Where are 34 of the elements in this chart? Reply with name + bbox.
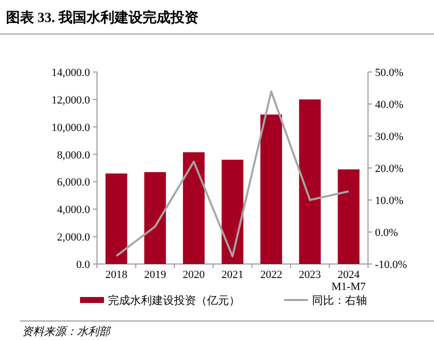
x-tick-label: 2019: [144, 269, 167, 281]
y2-tick-label: 40.0%: [375, 99, 404, 111]
y2-tick-label: -10.0%: [375, 259, 408, 271]
y-tick-label: 12,000.0: [52, 94, 90, 106]
y-tick-label: 14,000.0: [52, 67, 90, 79]
bar: [338, 169, 360, 264]
y2-tick-label: 20.0%: [375, 163, 404, 175]
y-tick-label: 0.0: [76, 259, 90, 271]
y2-tick-label: 50.0%: [375, 67, 404, 79]
y2-tick-label: 0.0%: [375, 227, 398, 239]
text: 资料来源：水利部: [22, 325, 112, 338]
line-series: [115, 90, 350, 258]
y-tick-label: 6,000.0: [57, 176, 90, 189]
y2-tick-label: 30.0%: [375, 131, 404, 143]
x-tick-label: 2021: [222, 269, 244, 281]
y2-tick-label: 10.0%: [375, 195, 404, 207]
y-tick-label: 2,000.0: [57, 232, 90, 244]
y-tick-label: 8,000.0: [57, 149, 90, 162]
chart-title: 图表 33. 我国水利建设完成投资: [6, 9, 198, 26]
y-tick-label: 4,000.0: [57, 204, 90, 216]
x-tick-label: 2024 M1-M7: [332, 269, 366, 293]
x-tick-label: 2022: [260, 269, 282, 281]
x-tick-label: 2018: [105, 269, 128, 281]
legend-label: 同比：右轴: [312, 294, 367, 307]
x-tick-label: 2023: [298, 269, 322, 281]
bar: [222, 160, 244, 264]
x-tick-label: 2020: [182, 269, 206, 281]
bar: [106, 173, 128, 264]
legend-label: 完成水利建设投资（亿元）: [108, 294, 240, 307]
bar: [260, 114, 282, 264]
y-tick-label: 10,000.0: [52, 122, 90, 134]
bar: [299, 99, 321, 264]
bar: [144, 172, 166, 264]
bar: [182, 152, 205, 264]
